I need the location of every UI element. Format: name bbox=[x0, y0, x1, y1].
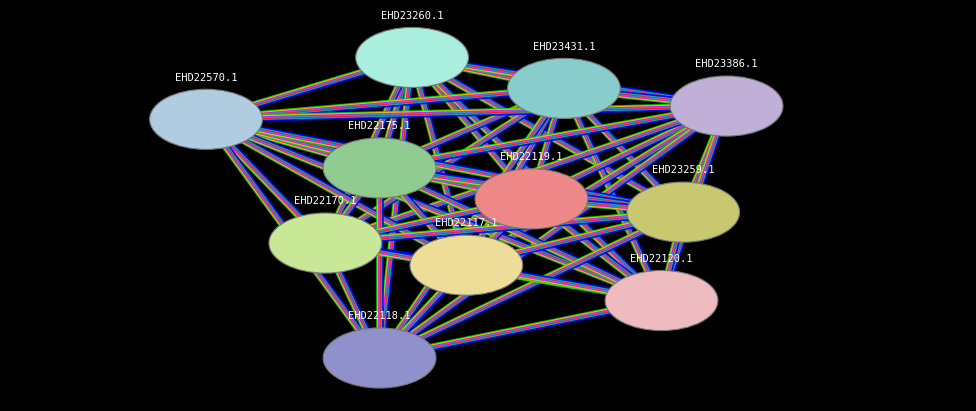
Text: EHD22120.1: EHD22120.1 bbox=[630, 254, 693, 264]
Ellipse shape bbox=[508, 58, 621, 118]
Ellipse shape bbox=[605, 270, 718, 330]
Text: EHD22119.1: EHD22119.1 bbox=[500, 152, 562, 162]
Text: EHD22170.1: EHD22170.1 bbox=[294, 196, 356, 206]
Ellipse shape bbox=[627, 182, 740, 242]
Text: EHD22118.1: EHD22118.1 bbox=[348, 311, 411, 321]
Text: EHD22117.1: EHD22117.1 bbox=[435, 219, 498, 229]
Ellipse shape bbox=[355, 28, 468, 88]
Text: EHD23259.1: EHD23259.1 bbox=[652, 166, 714, 175]
Ellipse shape bbox=[475, 169, 588, 229]
Text: EHD22175.1: EHD22175.1 bbox=[348, 121, 411, 131]
Text: EHD23431.1: EHD23431.1 bbox=[533, 42, 595, 52]
Ellipse shape bbox=[410, 235, 523, 295]
Text: EHD23260.1: EHD23260.1 bbox=[381, 11, 443, 21]
Ellipse shape bbox=[323, 138, 436, 198]
Text: EHD23386.1: EHD23386.1 bbox=[695, 59, 757, 69]
Ellipse shape bbox=[671, 76, 783, 136]
Ellipse shape bbox=[323, 328, 436, 388]
Ellipse shape bbox=[269, 213, 382, 273]
Ellipse shape bbox=[149, 89, 263, 149]
Text: EHD22570.1: EHD22570.1 bbox=[175, 73, 237, 83]
